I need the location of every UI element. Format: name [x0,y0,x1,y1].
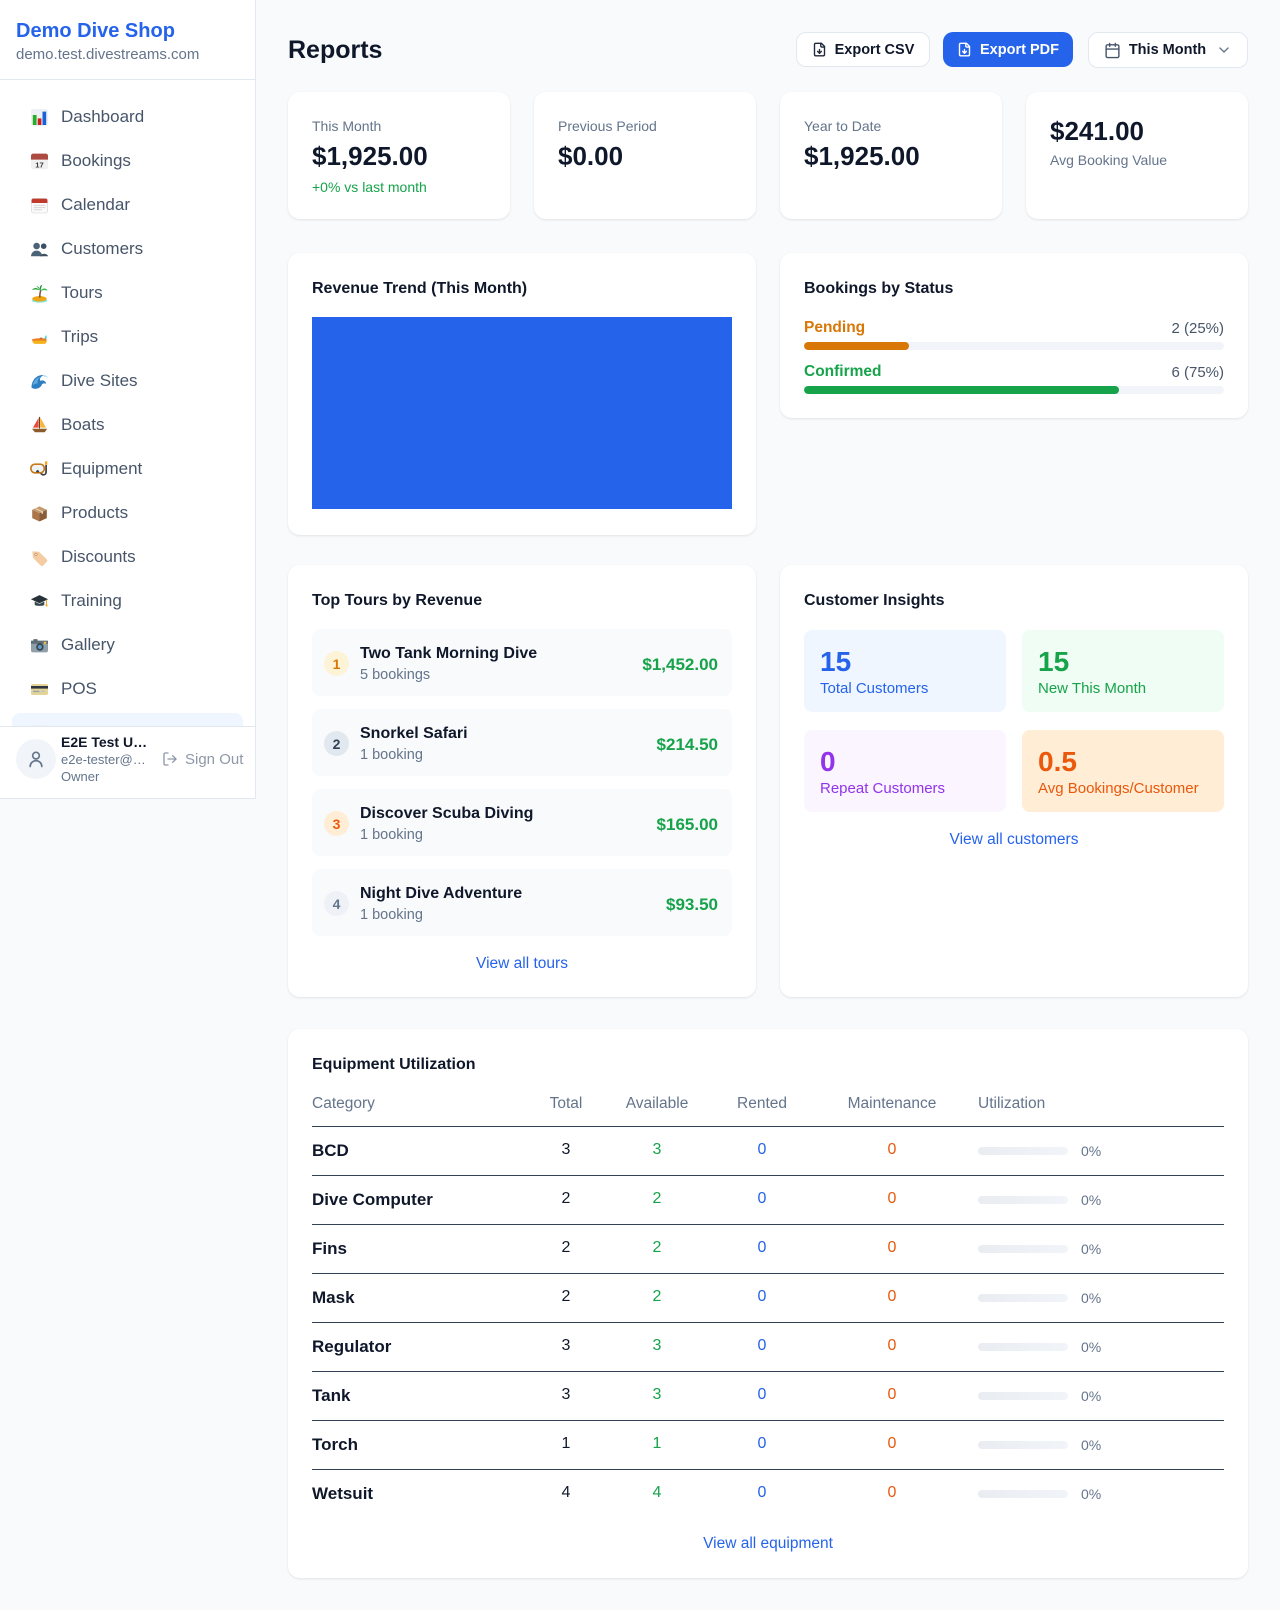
svg-text:17: 17 [35,160,43,169]
